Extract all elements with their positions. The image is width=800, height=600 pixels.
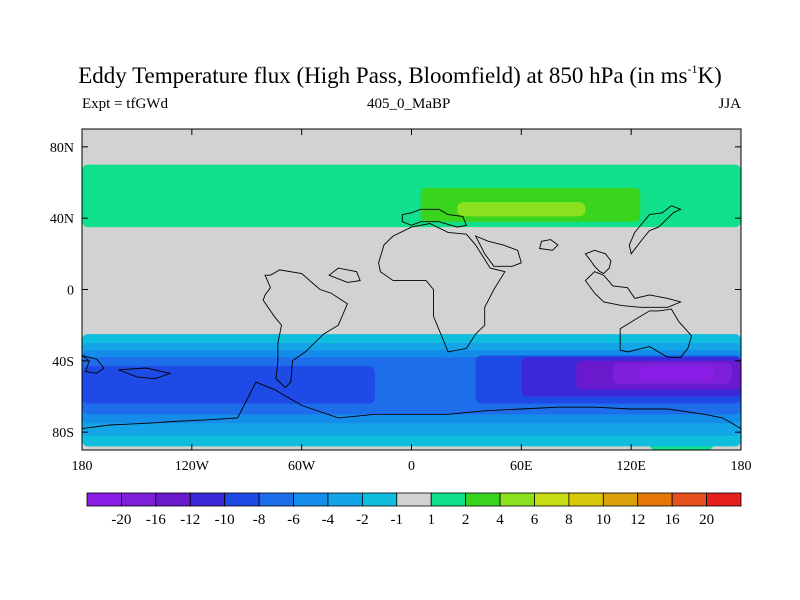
- colorbar-swatch-16: [637, 492, 673, 507]
- coastline-9: [82, 355, 105, 374]
- colorbar-swatch-18: [706, 492, 742, 507]
- colorbar-swatch-14: [568, 492, 604, 507]
- colorbar-swatch-8: [361, 492, 398, 507]
- colorbar-label-4: -8: [253, 512, 266, 528]
- coastline-2: [474, 235, 522, 267]
- coastline-4: [82, 381, 741, 450]
- colorbar-swatch-2: [155, 492, 191, 507]
- colorbar-swatch-7: [327, 492, 363, 507]
- chart-title-superscript: -1: [687, 62, 698, 76]
- colorbar-swatch-13: [534, 492, 570, 507]
- colorbar-swatch-4: [224, 492, 260, 507]
- colorbar-swatch-10: [430, 492, 467, 507]
- colorbar-swatch-17: [671, 492, 707, 507]
- colorbar-label-16: 16: [665, 512, 681, 528]
- colorbar-label-8: -1: [391, 512, 404, 528]
- chart-title: Eddy Temperature flux (High Pass, Bloomf…: [0, 62, 800, 89]
- colorbar-label-5: -6: [287, 512, 300, 528]
- y-tick-label-1: 40N: [50, 212, 74, 227]
- coastline-3: [262, 269, 348, 389]
- axis-ticks: 180 120W 60W 0 60E 120E 180 80N 40N 0 40S 80S: [50, 129, 752, 474]
- coastline-layer: [82, 205, 741, 450]
- colorbar-label-6: -4: [322, 512, 335, 528]
- colorbar-swatch-0: [86, 492, 122, 507]
- colorbar-label-12: 6: [531, 512, 539, 528]
- season-label: JJA: [718, 96, 741, 112]
- coastline-11: [118, 367, 172, 380]
- colorbar-swatch-12: [499, 492, 535, 507]
- coastline-10: [328, 267, 361, 283]
- colorbar-label-17: 20: [699, 512, 714, 528]
- colorbar-label-15: 12: [630, 512, 645, 528]
- y-tick-label-2: 0: [67, 284, 74, 299]
- coastline-1: [378, 223, 506, 353]
- colorbar-label-13: 8: [565, 512, 573, 528]
- coastline-8: [628, 205, 682, 255]
- colorbar-swatch-11: [465, 492, 501, 507]
- x-tick-label-4: 60E: [510, 459, 533, 474]
- colorbar-label-10: 2: [462, 512, 470, 528]
- x-tick-label-1: 120W: [175, 459, 210, 474]
- colorbar-swatch-6: [293, 492, 329, 507]
- colorbar: -20 -16 -12 -10 -8 -6 -4 -2 -1 1 2 4 6 8 10 12 16 20: [86, 492, 742, 528]
- contour-fill-layer: [82, 129, 741, 450]
- chart-title-suffix: K): [697, 63, 722, 88]
- contour-region-8: [82, 366, 375, 404]
- y-tick-label-3: 40S: [52, 355, 74, 370]
- x-tick-label-0: 180: [72, 459, 93, 474]
- colorbar-label-7: -2: [356, 512, 369, 528]
- y-tick-label-4: 80S: [52, 426, 74, 441]
- x-tick-label-6: 180: [731, 459, 752, 474]
- colorbar-swatch-3: [189, 492, 226, 507]
- chart-title-main: Eddy Temperature flux (High Pass, Bloomf…: [78, 63, 688, 88]
- run-label: 405_0_MaBP: [367, 96, 451, 112]
- colorbar-label-0: -20: [111, 512, 131, 528]
- colorbar-swatch-1: [121, 492, 157, 507]
- colorbar-label-3: -10: [215, 512, 235, 528]
- colorbar-label-1: -16: [146, 512, 166, 528]
- colorbar-label-2: -12: [180, 512, 200, 528]
- contour-region-13: [640, 366, 714, 381]
- coastline-0: [401, 208, 468, 228]
- contour-region-0: [82, 164, 741, 228]
- colorbar-label-11: 4: [496, 512, 504, 528]
- experiment-label: Expt = tfGWd: [82, 96, 168, 112]
- x-tick-label-3: 0: [408, 459, 415, 474]
- coastline-7: [584, 249, 612, 275]
- colorbar-label-14: 10: [596, 512, 611, 528]
- colorbar-swatch-15: [602, 492, 639, 507]
- coastline-5: [619, 308, 693, 358]
- x-tick-label-5: 120E: [616, 459, 646, 474]
- colorbar-swatch-9: [396, 492, 432, 507]
- colorbar-swatch-5: [258, 492, 294, 507]
- colorbar-label-9: 1: [427, 512, 435, 528]
- contour-region-2: [457, 202, 586, 217]
- coastline-12: [539, 239, 559, 251]
- coastline-6: [584, 271, 682, 308]
- x-tick-label-2: 60W: [288, 459, 316, 474]
- y-tick-label-0: 80N: [50, 141, 74, 156]
